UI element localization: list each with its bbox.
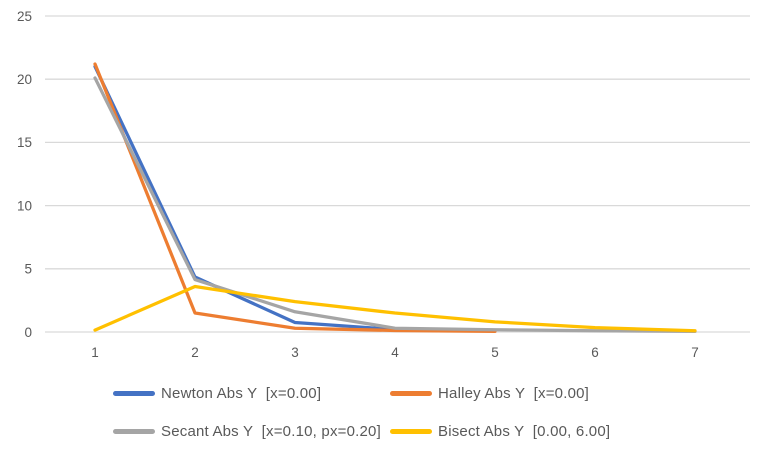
legend-label-bisect: Bisect Abs Y [0.00, 6.00]: [438, 422, 611, 440]
series-line-halley: [93, 62, 497, 333]
x-axis-tick-label: 1: [91, 345, 99, 360]
x-axis-tick-label: 6: [591, 345, 599, 360]
x-axis-tick-label: 5: [491, 345, 499, 360]
legend-label-newton: Newton Abs Y [x=0.00]: [161, 384, 322, 402]
series-line-newton: [93, 64, 397, 332]
series-line-bisect: [93, 284, 697, 333]
x-axis-tick-label: 3: [291, 345, 299, 360]
chart-legend: Newton Abs Y [x=0.00] Halley Abs Y [x=0.…: [113, 374, 610, 449]
y-axis-tick-label: 0: [24, 325, 32, 340]
series-line-secant: [93, 76, 697, 333]
legend-item-newton: Newton Abs Y [x=0.00]: [113, 385, 390, 402]
legend-label-halley: Halley Abs Y [x=0.00]: [438, 384, 590, 402]
plot-area: 0 5 10 15 20 25 1 2 3 4 5 6 7: [17, 9, 750, 360]
legend-label-secant: Secant Abs Y [x=0.10, px=0.20]: [161, 422, 381, 440]
secant-series-marker: [113, 428, 155, 434]
legend-item-halley: Halley Abs Y [x=0.00]: [390, 385, 610, 402]
y-axis-tick-label: 5: [24, 262, 32, 277]
halley-series-marker: [390, 390, 432, 396]
y-axis-tick-label: 10: [17, 198, 32, 213]
legend-item-secant: Secant Abs Y [x=0.10, px=0.20]: [113, 423, 390, 440]
y-axis-tick-label: 15: [17, 135, 32, 150]
y-axis-tick-label: 20: [17, 72, 32, 87]
x-axis-tick-label: 7: [691, 345, 699, 360]
bisect-series-marker: [390, 428, 432, 434]
y-axis-tick-label: 25: [17, 9, 32, 24]
legend-item-bisect: Bisect Abs Y [0.00, 6.00]: [390, 423, 610, 440]
newton-series-marker: [113, 390, 155, 396]
x-axis-tick-label: 2: [191, 345, 199, 360]
x-axis-tick-label: 4: [391, 345, 399, 360]
